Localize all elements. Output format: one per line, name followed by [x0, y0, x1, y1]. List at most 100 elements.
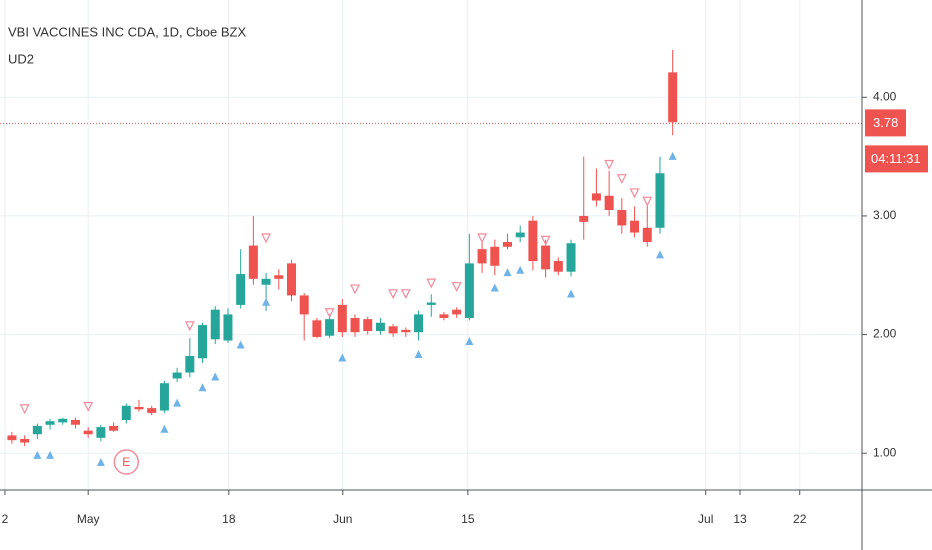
x-tick-label: 13	[733, 512, 747, 526]
candle-body	[490, 246, 500, 266]
signal-up	[503, 268, 512, 277]
signal-down	[604, 159, 615, 170]
signal-down	[629, 188, 640, 199]
x-tick-label: 15	[461, 512, 475, 526]
candle-body	[147, 408, 157, 413]
signal-up	[465, 336, 474, 345]
candle-body	[198, 325, 208, 359]
signal-up	[46, 450, 55, 459]
x-tick-label: 22	[793, 512, 807, 526]
candle-body	[477, 249, 487, 264]
candle-body	[566, 243, 576, 272]
candle-body	[45, 421, 55, 425]
candle-body	[337, 304, 347, 333]
signal-up	[655, 250, 664, 259]
signal-down	[19, 404, 30, 415]
candle-body	[579, 215, 589, 222]
candle-body	[96, 427, 106, 438]
earnings-label: E	[122, 455, 130, 469]
signal-down	[400, 289, 411, 300]
chart-title: VBI VACCINES INC CDA, 1D, Cboe BZX	[8, 24, 246, 39]
signal-down	[261, 233, 272, 244]
candle-body	[541, 245, 551, 270]
signal-down	[426, 278, 437, 289]
candle-body	[223, 314, 233, 341]
candle-body	[248, 245, 258, 279]
signal-up	[668, 151, 677, 160]
signal-down	[184, 321, 195, 332]
candle-body	[642, 227, 652, 243]
x-tick-label: Jun	[333, 512, 352, 526]
signal-up	[567, 289, 576, 298]
candle-body	[604, 195, 614, 210]
candle-body	[32, 425, 42, 435]
candle-body	[121, 405, 131, 420]
signal-down	[388, 289, 399, 300]
signal-down	[350, 284, 360, 295]
candle-body	[185, 355, 195, 373]
countdown-label: 04:11:31	[871, 151, 921, 166]
candle-body	[299, 295, 309, 315]
signal-down	[451, 282, 462, 293]
signal-down	[616, 174, 627, 185]
candle-body	[363, 319, 373, 332]
earnings-marker	[113, 449, 140, 475]
signal-up	[516, 265, 525, 274]
candle-body	[553, 261, 563, 272]
candle-body	[375, 322, 385, 332]
signal-down	[642, 196, 653, 207]
candle-body	[236, 274, 246, 305]
signal-up	[490, 283, 499, 292]
signal-up	[236, 340, 245, 349]
signal-up	[262, 297, 271, 306]
candle-body	[286, 263, 296, 296]
signal-up	[173, 398, 182, 407]
candle-body	[134, 406, 144, 410]
signal-up	[211, 372, 220, 381]
y-tick-label: 4.00	[873, 89, 897, 103]
candle-body	[630, 220, 640, 233]
candle-body	[617, 210, 627, 226]
candle-body	[159, 383, 169, 411]
candle-body	[591, 193, 601, 201]
candle-body	[312, 320, 322, 337]
candle-body	[502, 242, 512, 247]
candle-body	[350, 317, 360, 333]
x-tick-label: May	[77, 512, 100, 526]
marks	[0, 49, 862, 475]
countdown-box	[865, 145, 928, 173]
x-tick-label: 18	[222, 512, 236, 526]
candle-body	[274, 275, 284, 279]
candle-body	[668, 72, 678, 123]
candle-body	[439, 314, 449, 318]
signal-down	[540, 235, 551, 246]
candle-body	[401, 329, 411, 333]
signal-up	[160, 424, 169, 433]
signal-down	[83, 401, 94, 412]
candle-body	[7, 435, 17, 441]
x-tick-label: 2	[2, 512, 9, 526]
signal-up	[198, 383, 207, 392]
candle-body	[452, 309, 462, 315]
signal-down	[477, 233, 488, 244]
indicator-name: UD2	[8, 51, 34, 66]
candle-body	[528, 220, 538, 262]
candle-body	[172, 372, 182, 379]
signal-up	[96, 457, 105, 466]
candle-body	[388, 326, 398, 334]
candle-body	[414, 314, 424, 333]
candle-body	[261, 278, 271, 285]
signal-down	[324, 308, 335, 319]
signal-up	[33, 450, 42, 459]
signal-up	[338, 353, 347, 362]
candle-body	[58, 418, 68, 423]
y-tick-label: 3.00	[873, 208, 897, 222]
candle-body	[655, 173, 665, 228]
candle-body	[210, 309, 220, 340]
signal-up	[414, 350, 423, 358]
candle-body	[20, 438, 30, 443]
last-price-label: 3.78	[873, 115, 898, 130]
y-tick-label: 2.00	[873, 327, 897, 341]
